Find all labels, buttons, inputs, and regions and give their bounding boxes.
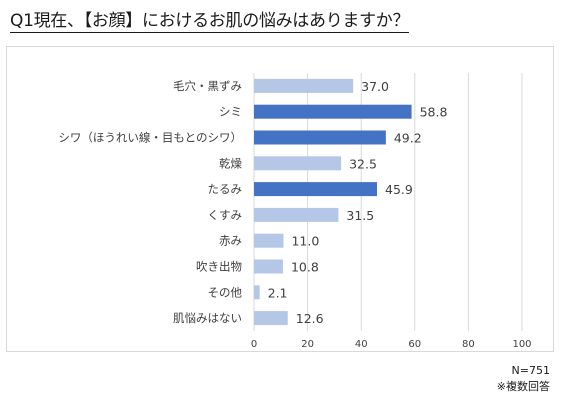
bar [254,207,339,222]
bar [254,259,283,274]
bar [254,182,378,197]
category-label: 吹き出物 [196,260,242,274]
category-label: 乾燥 [219,156,242,170]
bar [254,233,284,248]
category-label: 赤み [219,234,242,248]
value-label: 32.5 [349,156,377,171]
x-tick-label: 80 [462,339,475,350]
category-label: たるみ [208,182,243,196]
value-label: 11.0 [291,234,319,249]
multiple-answer-note: ※複数回答 [496,380,550,393]
value-label: 2.1 [268,285,288,300]
x-tick-label: 20 [301,339,314,350]
category-label: シワ（ほうれい線・目もとのシワ） [58,131,242,145]
value-label: 12.6 [296,311,324,326]
category-label: 肌悩みはない [173,311,242,325]
chart-frame [6,46,554,352]
bar [254,104,412,119]
chart-title: Q1現在、【お顔】におけるお肌の悩みはありますか？ [10,6,410,33]
bar [254,130,386,145]
category-label: シミ [219,105,242,119]
sample-size-note: N=751 [511,364,550,377]
bar [254,156,342,171]
x-tick-label: 60 [408,339,421,350]
x-tick-label: 40 [355,339,368,350]
value-label: 37.0 [361,79,389,94]
value-label: 58.8 [420,105,448,120]
value-label: 49.2 [394,131,422,146]
category-label: 毛穴・黒ずみ [173,79,242,93]
bar [254,78,354,93]
x-tick-label: 0 [251,339,257,350]
value-label: 31.5 [346,208,374,223]
value-label: 45.9 [385,182,413,197]
value-label: 10.8 [291,260,319,275]
category-label: その他 [208,285,243,299]
bar [254,285,260,300]
bar [254,311,288,326]
x-tick-label: 100 [512,339,531,350]
category-label: くすみ [208,208,243,222]
